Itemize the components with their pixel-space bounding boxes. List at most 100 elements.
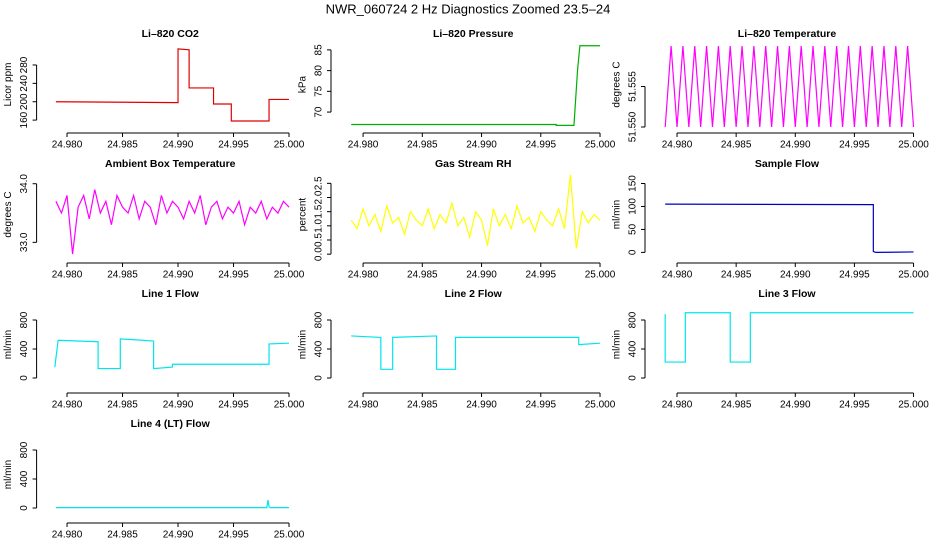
data-line (55, 48, 290, 122)
y-axis-label: ml/min (612, 330, 623, 359)
y-tick-label: 75 (314, 85, 325, 97)
x-tick-label: 24.985 (721, 140, 752, 151)
y-tick-label: 800 (19, 311, 30, 328)
y-tick-label: 1.5 (314, 204, 325, 218)
x-tick-label: 25.000 (898, 400, 929, 411)
x-tick-label: 24.985 (107, 270, 138, 281)
x-tick-label: 24.995 (525, 400, 556, 411)
y-tick-label: 1.0 (314, 218, 325, 232)
data-line (664, 312, 914, 363)
x-tick-label: 24.985 (107, 530, 138, 540)
page-title: NWR_060724 2 Hz Diagnostics Zoomed 23.5–… (326, 1, 611, 16)
x-tick-label: 24.995 (218, 140, 249, 151)
y-tick-label: 0 (19, 505, 30, 511)
panel: Li–820 CO2 Licor ppm 24.980 24.985 24.990 24.… (3, 28, 305, 151)
x-tick-label: 25.000 (898, 270, 929, 281)
y-tick-label: 33.0 (19, 232, 30, 252)
x-tick-label: 25.000 (585, 270, 616, 281)
x-tick-label: 25.000 (274, 140, 305, 151)
y-tick-label: 400 (19, 340, 30, 357)
x-tick-label: 24.980 (662, 400, 693, 411)
y-tick-label: 0.5 (314, 233, 325, 247)
y-tick-label: 2.0 (314, 190, 325, 204)
x-tick-label: 24.990 (466, 140, 497, 151)
y-axis-label: Licor ppm (3, 63, 14, 107)
x-tick-label: 24.980 (348, 400, 379, 411)
panel: Sample Flow ml/min 24.980 24.985 24.990 24.99… (612, 158, 930, 281)
plot-area (55, 499, 290, 509)
y-tick-label: 150 (628, 175, 639, 192)
y-tick-label: 0 (314, 375, 325, 381)
y-tick-label: 240 (19, 75, 30, 92)
x-tick-label: 24.980 (52, 530, 83, 540)
data-line (351, 335, 601, 370)
x-tick-label: 25.000 (585, 140, 616, 151)
x-tick-label: 24.985 (407, 140, 438, 151)
panel: Line 4 (LT) Flow ml/min 24.980 24.985 24.990… (3, 418, 305, 540)
x-tick-label: 24.995 (525, 270, 556, 281)
x-tick-label: 24.980 (52, 400, 83, 411)
panel-title: Li–820 CO2 (142, 28, 199, 40)
y-tick-label: 400 (314, 340, 325, 357)
panel: Li–820 Pressure kPa 24.980 24.985 24.990 24.9… (298, 28, 616, 151)
x-tick-label: 25.000 (585, 400, 616, 411)
x-tick-label: 24.990 (780, 400, 811, 411)
x-tick-label: 25.000 (898, 140, 929, 151)
y-tick-label: 70 (314, 106, 325, 118)
y-tick-label: 160 (19, 111, 30, 128)
plot-area (54, 338, 290, 370)
x-tick-label: 25.000 (274, 270, 305, 281)
y-tick-label: 50 (628, 223, 639, 235)
y-tick-label: 0.0 (314, 247, 325, 261)
panel: Line 3 Flow ml/min 24.980 24.985 24.990 24.99… (612, 288, 930, 411)
panel: Gas Stream RH percent 24.980 24.985 24.990 24… (298, 158, 616, 281)
x-tick-label: 24.980 (662, 270, 693, 281)
x-tick-label: 24.990 (466, 400, 497, 411)
y-tick-label: 51.550 (628, 111, 639, 142)
y-axis-label: ml/min (3, 460, 14, 489)
x-tick-label: 24.985 (107, 400, 138, 411)
y-tick-label: 800 (314, 311, 325, 328)
plot-area (664, 46, 915, 128)
y-tick-label: 400 (628, 340, 639, 357)
y-axis-label: kPa (298, 75, 309, 93)
plot-area (351, 335, 601, 370)
y-tick-label: 34.0 (19, 174, 30, 194)
data-line (665, 203, 914, 254)
panel-title: Sample Flow (755, 158, 820, 170)
data-line (54, 338, 290, 370)
data-line (350, 174, 601, 249)
x-tick-label: 24.995 (839, 400, 870, 411)
y-axis-label: degrees C (612, 61, 623, 107)
x-tick-label: 24.995 (525, 140, 556, 151)
x-tick-label: 24.995 (218, 270, 249, 281)
y-axis-label: ml/min (612, 200, 623, 229)
plot-area (665, 203, 914, 254)
plot-area (664, 312, 914, 363)
panel: Line 2 Flow ml/min 24.980 24.985 24.990 24.99… (298, 288, 616, 411)
y-tick-label: 80 (314, 65, 325, 77)
y-tick-label: 0 (19, 375, 30, 381)
y-tick-label: 2.5 (314, 176, 325, 190)
panel-title: Ambient Box Temperature (105, 158, 236, 170)
x-tick-label: 24.985 (407, 270, 438, 281)
x-tick-label: 25.000 (274, 530, 305, 540)
panel-title: Line 4 (LT) Flow (131, 418, 211, 430)
x-tick-label: 24.990 (163, 140, 194, 151)
x-tick-label: 24.980 (52, 270, 83, 281)
plot-area (55, 189, 290, 255)
x-tick-label: 24.990 (163, 530, 194, 540)
x-tick-label: 24.990 (780, 140, 811, 151)
y-tick-label: 85 (314, 44, 325, 56)
y-tick-label: 800 (19, 441, 30, 458)
panel: Line 1 Flow ml/min 24.980 24.985 24.990 24.99… (3, 288, 305, 411)
panel: Li–820 Temperature degrees C 24.980 24.985 2… (612, 28, 930, 151)
x-tick-label: 24.990 (466, 270, 497, 281)
plot-area (350, 174, 601, 249)
x-tick-label: 24.980 (662, 140, 693, 151)
y-tick-label: 51.555 (628, 71, 639, 102)
x-tick-label: 24.980 (52, 140, 83, 151)
y-tick-label: 100 (628, 198, 639, 215)
data-line (55, 189, 290, 255)
